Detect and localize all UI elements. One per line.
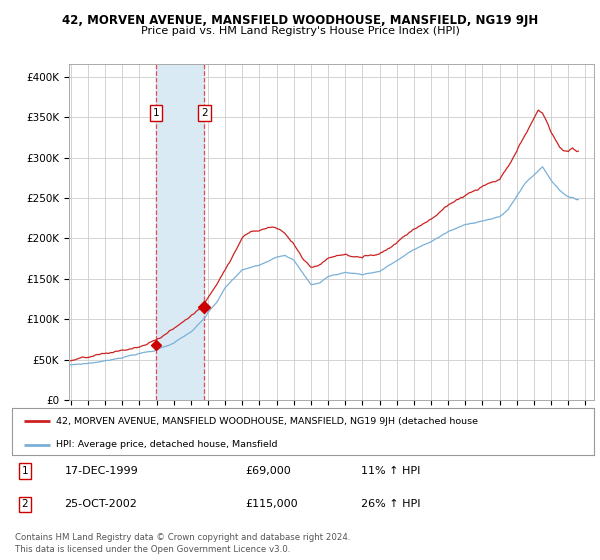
- Text: £115,000: £115,000: [245, 500, 298, 510]
- Text: 42, MORVEN AVENUE, MANSFIELD WOODHOUSE, MANSFIELD, NG19 9JH (detached house: 42, MORVEN AVENUE, MANSFIELD WOODHOUSE, …: [56, 417, 478, 426]
- Bar: [156, 64, 205, 400]
- Text: 2: 2: [22, 500, 28, 510]
- Text: £69,000: £69,000: [245, 466, 290, 476]
- Text: 42, MORVEN AVENUE, MANSFIELD WOODHOUSE, MANSFIELD, NG19 9JH: 42, MORVEN AVENUE, MANSFIELD WOODHOUSE, …: [62, 14, 538, 27]
- Text: 1: 1: [22, 466, 28, 476]
- Text: Contains HM Land Registry data © Crown copyright and database right 2024.
This d: Contains HM Land Registry data © Crown c…: [15, 533, 350, 554]
- Text: Price paid vs. HM Land Registry's House Price Index (HPI): Price paid vs. HM Land Registry's House …: [140, 26, 460, 36]
- Text: 11% ↑ HPI: 11% ↑ HPI: [361, 466, 421, 476]
- Text: 2: 2: [201, 108, 208, 118]
- Text: 25-OCT-2002: 25-OCT-2002: [64, 500, 137, 510]
- Text: 26% ↑ HPI: 26% ↑ HPI: [361, 500, 421, 510]
- Text: HPI: Average price, detached house, Mansfield: HPI: Average price, detached house, Mans…: [56, 440, 277, 449]
- Text: 17-DEC-1999: 17-DEC-1999: [64, 466, 138, 476]
- Text: 1: 1: [152, 108, 159, 118]
